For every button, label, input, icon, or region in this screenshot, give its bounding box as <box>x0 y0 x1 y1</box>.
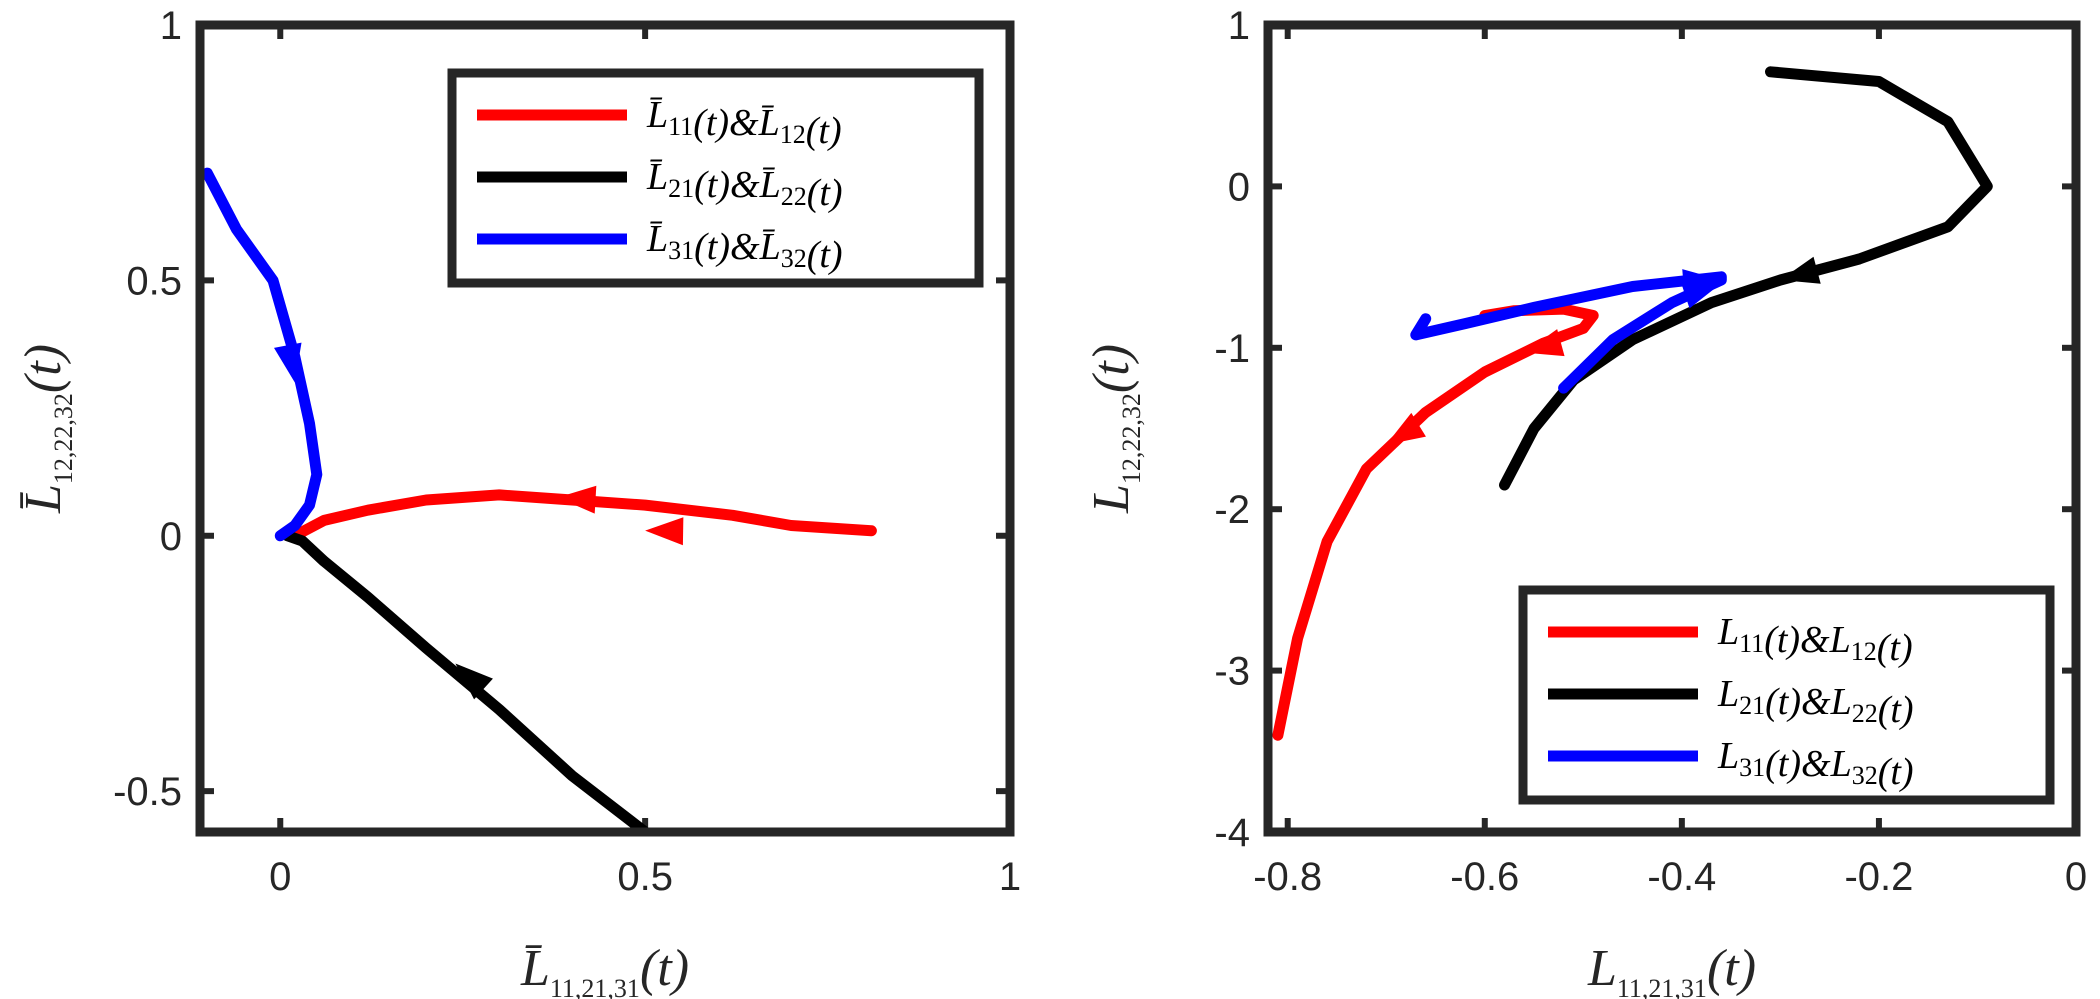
series-line-blue <box>201 167 323 542</box>
arrow-blue <box>274 342 302 383</box>
y-tick-label: -1 <box>1214 327 1250 371</box>
legend-label-0: L̄11(t)&L̄12(t) <box>646 94 842 152</box>
x-tick-label: -0.6 <box>1450 855 1519 899</box>
arrow-blue <box>1682 269 1722 298</box>
legend-label-1: L21(t)&L22(t) <box>1717 673 1914 731</box>
series-line-black <box>282 530 651 832</box>
arrow-red <box>557 485 597 514</box>
series-line-red <box>289 489 877 542</box>
right-chart: -0.8 -0.6 -0.4 -0.2 0 -4 -3 -2 -1 0 1 L11(t)&L12(t)… <box>1083 4 2087 999</box>
y-tick-label: 0 <box>160 515 182 559</box>
arrow-red <box>1524 329 1565 357</box>
series-line-blue <box>1410 271 1727 394</box>
legend-label-0: L11(t)&L12(t) <box>1717 611 1913 669</box>
y-tick-label: 0 <box>1228 165 1250 209</box>
y-tick-label: -3 <box>1214 650 1250 694</box>
axes-frame <box>195 20 1015 837</box>
arrow-black <box>455 663 493 700</box>
y-tick-label: 1 <box>160 4 182 48</box>
x-axis-label: L11,21,31(t) <box>1587 940 1756 999</box>
legend-label-1: L̄21(t)&L̄22(t) <box>646 156 843 214</box>
arrow-red <box>645 517 684 546</box>
x-tick-label: 0 <box>2065 855 2087 899</box>
arrow-red <box>1386 412 1426 445</box>
y-tick-label: -4 <box>1214 811 1250 855</box>
y-tick-label: 0.5 <box>126 259 182 303</box>
legend-box <box>447 68 984 288</box>
x-tick-label: 1 <box>999 855 1021 899</box>
y-tick-label: 1 <box>1228 4 1250 48</box>
arrow-black <box>1780 256 1821 284</box>
y-axis-label: L̄12,22,32(t) <box>15 344 78 514</box>
y-axis-label: L12,22,32(t) <box>1083 344 1146 514</box>
x-tick-label: -0.4 <box>1647 855 1716 899</box>
y-tick-label: -2 <box>1214 488 1250 532</box>
x-tick-label: 0 <box>269 855 291 899</box>
legend: L̄11(t)&L̄12(t)L̄21(t)&L̄22(t)L̄31(t)&L̄… <box>447 68 984 288</box>
x-tick-label: 0.5 <box>617 855 673 899</box>
y-tick-label: -0.5 <box>113 770 182 814</box>
axes-frame <box>1263 20 2081 837</box>
legend: L11(t)&L12(t)L21(t)&L22(t)L31(t)&L32(t) <box>1518 585 2055 805</box>
series-line-red <box>1272 303 1599 741</box>
legend-label-2: L31(t)&L32(t) <box>1717 735 1914 793</box>
x-tick-label: -0.2 <box>1844 855 1913 899</box>
x-axis-label: L̄11,21,31(t) <box>520 940 689 999</box>
x-tick-label: -0.8 <box>1253 855 1322 899</box>
left-chart: 0 0.5 1 -0.5 0 0.5 1 L̄11(t)&L̄12(t)L̄21(t)&L̄2… <box>15 4 1021 999</box>
legend-label-2: L̄31(t)&L̄32(t) <box>646 218 843 276</box>
